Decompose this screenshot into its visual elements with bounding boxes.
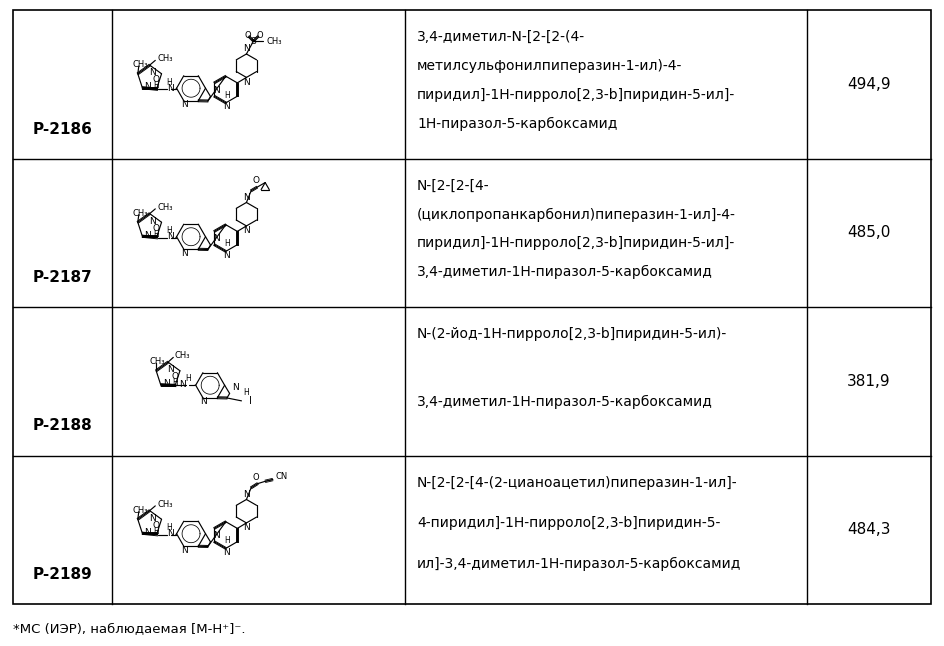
Text: H: H [225,536,230,545]
Text: N: N [179,380,186,389]
Text: CN: CN [275,472,287,481]
Text: O: O [153,224,160,233]
Text: O: O [257,31,263,40]
Text: N: N [243,45,250,54]
Text: CH₃: CH₃ [149,357,165,366]
Text: H: H [154,526,160,536]
Text: N: N [149,514,156,523]
Text: N: N [167,365,174,374]
Text: O: O [252,176,260,185]
Text: N: N [181,249,188,258]
Text: CH₃: CH₃ [157,54,173,63]
Text: метилсульфонилпиперазин-1-ил)-4-: метилсульфонилпиперазин-1-ил)-4- [417,59,683,73]
Text: N: N [144,82,151,91]
Text: N: N [243,226,250,235]
Text: CH₃: CH₃ [266,37,282,46]
Text: (циклопропанкарбонил)пиперазин-1-ил]-4-: (циклопропанкарбонил)пиперазин-1-ил]-4- [417,207,736,222]
Text: N: N [243,78,250,87]
Text: H: H [166,523,172,532]
Text: N: N [243,523,250,532]
Text: N: N [213,86,220,95]
Text: N-[2-[2-[4-(2-цианоацетил)пиперазин-1-ил]-: N-[2-[2-[4-(2-цианоацетил)пиперазин-1-ил… [417,475,737,490]
Text: O: O [153,521,160,530]
Text: 485,0: 485,0 [848,225,891,240]
Text: CH₃: CH₃ [132,60,147,69]
Text: 381,9: 381,9 [847,374,891,389]
Text: H: H [244,388,249,397]
Text: H: H [172,379,177,387]
Text: P-2189: P-2189 [33,567,93,582]
Text: N: N [162,379,169,388]
Text: N: N [224,548,230,557]
Text: H: H [225,240,230,249]
Text: N: N [243,193,250,202]
Text: N: N [232,383,240,392]
Text: H: H [154,230,160,239]
Text: N: N [181,546,188,555]
Text: N: N [243,490,250,499]
Text: N: N [224,102,230,111]
Text: O: O [153,76,160,85]
Text: CH₃: CH₃ [175,351,191,360]
Text: O: O [244,31,251,40]
Text: N-(2-йод-1H-пирроло[2,3-b]пиридин-5-ил)-: N-(2-йод-1H-пирроло[2,3-b]пиридин-5-ил)- [417,327,727,341]
Text: N: N [167,84,175,93]
Text: N: N [167,529,175,538]
Text: N: N [144,231,151,240]
Text: O: O [252,473,259,482]
Text: 3,4-диметил-N-[2-[2-(4-: 3,4-диметил-N-[2-[2-(4- [417,30,585,44]
Text: CH₃: CH₃ [157,500,173,509]
Text: O: O [172,371,178,380]
Text: I: I [249,396,252,406]
Text: *МС (ИЭР), наблюдаемая [M-H⁺]⁻.: *МС (ИЭР), наблюдаемая [M-H⁺]⁻. [13,622,245,635]
Text: пиридил]-1H-пирроло[2,3-b]пиридин-5-ил]-: пиридил]-1H-пирроло[2,3-b]пиридин-5-ил]- [417,88,735,102]
Text: N: N [213,234,220,244]
Text: N: N [224,251,230,260]
Text: S: S [250,37,257,46]
Text: P-2186: P-2186 [33,121,93,136]
Text: пиридил]-1H-пирроло[2,3-b]пиридин-5-ил]-: пиридил]-1H-пирроло[2,3-b]пиридин-5-ил]- [417,236,735,251]
Text: N: N [144,528,151,537]
Text: 3,4-диметил-1H-пиразол-5-карбоксамид: 3,4-диметил-1H-пиразол-5-карбоксамид [417,395,713,409]
Text: P-2188: P-2188 [33,419,93,433]
Text: N: N [167,233,175,241]
Text: H: H [185,374,191,383]
Text: CH₃: CH₃ [157,203,173,212]
Text: N-[2-[2-[4-: N-[2-[2-[4- [417,178,490,193]
Text: 1H-пиразол-5-карбоксамид: 1H-пиразол-5-карбоксамид [417,117,617,131]
Text: 4-пиридил]-1H-пирроло[2,3-b]пиридин-5-: 4-пиридил]-1H-пирроло[2,3-b]пиридин-5- [417,516,720,530]
Text: H: H [166,78,172,87]
Text: 494,9: 494,9 [847,77,891,92]
Text: 3,4-диметил-1H-пиразол-5-карбоксамид: 3,4-диметил-1H-пиразол-5-карбоксамид [417,266,713,280]
Text: N: N [181,100,188,109]
Text: 484,3: 484,3 [848,522,891,537]
Text: N: N [149,217,156,225]
Text: P-2187: P-2187 [33,270,93,285]
Text: CH₃: CH₃ [132,209,147,218]
Text: N: N [213,532,220,541]
Text: CH₃: CH₃ [132,506,147,515]
Text: ил]-3,4-диметил-1H-пиразол-5-карбоксамид: ил]-3,4-диметил-1H-пиразол-5-карбоксамид [417,556,741,570]
Text: N: N [200,397,208,406]
Text: N: N [149,68,156,78]
Text: H: H [225,91,230,100]
Text: H: H [154,81,160,90]
Text: H: H [166,226,172,235]
